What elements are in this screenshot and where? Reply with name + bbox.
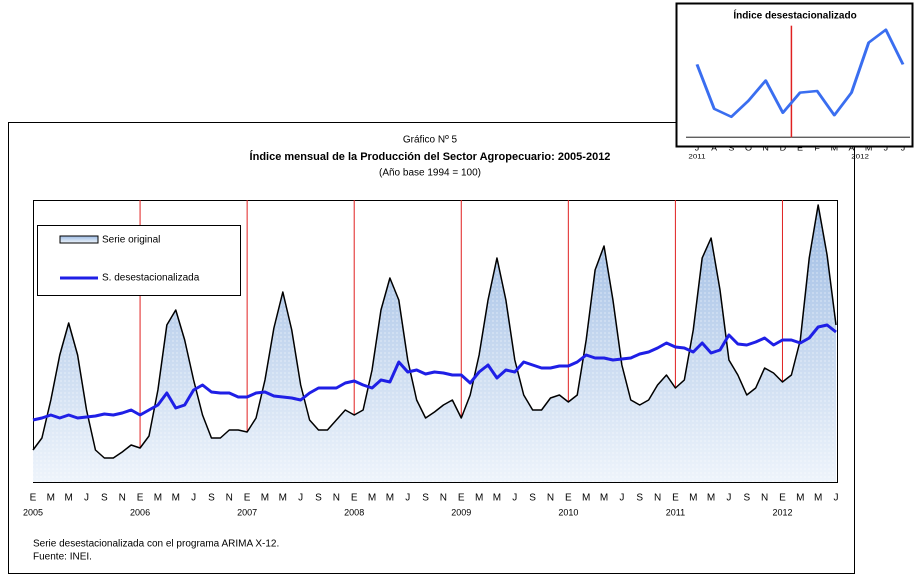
x-tick-label: J (619, 493, 624, 504)
note: Fuente: INEI. (33, 552, 92, 563)
x-tick-label: J (298, 493, 303, 504)
year-label: 2009 (451, 507, 471, 517)
x-tick-label: E (565, 493, 572, 504)
x-tick-label: J (726, 493, 731, 504)
x-tick-label: E (244, 493, 251, 504)
x-tick-label: J (884, 144, 888, 152)
x-tick-label: M (582, 493, 590, 504)
x-tick-label: M (65, 493, 73, 504)
x-tick-label: N (654, 493, 661, 504)
x-tick-label: S (422, 493, 429, 504)
x-tick-label: N (761, 493, 768, 504)
x-tick-label: N (547, 493, 554, 504)
x-tick-label: M (493, 493, 501, 504)
x-tick-label: S (208, 493, 215, 504)
x-tick-label: J (695, 144, 699, 152)
x-tick-label: S (743, 493, 750, 504)
x-tick-label: S (529, 493, 536, 504)
legend-label: Serie original (102, 235, 160, 246)
x-tick-label: E (672, 493, 679, 504)
x-tick-label: E (30, 493, 37, 504)
x-tick-label: S (728, 144, 735, 152)
x-tick-label: M (279, 493, 287, 504)
x-tick-label: S (315, 493, 322, 504)
x-tick-label: M (261, 493, 269, 504)
subtitle: (Año base 1994 = 100) (379, 168, 481, 179)
year-label: 2012 (851, 152, 869, 160)
x-tick-label: J (84, 493, 89, 504)
legend-swatch (59, 235, 99, 244)
x-tick-label: M (47, 493, 55, 504)
year-label: 2011 (666, 507, 685, 517)
series-line (695, 28, 905, 119)
x-tick-label: J (405, 493, 410, 504)
x-tick-label: M (475, 493, 483, 504)
x-tick-label: D (780, 144, 787, 152)
year-label: 2010 (558, 507, 578, 517)
x-tick-label: N (440, 493, 447, 504)
series-line (32, 323, 837, 422)
year-label: 2007 (237, 507, 257, 517)
inset-frame (675, 2, 914, 148)
x-tick-label: M (814, 493, 822, 504)
x-tick-label: M (796, 493, 804, 504)
x-tick-label: M (707, 493, 715, 504)
x-tick-label: J (901, 144, 905, 152)
x-tick-label: M (600, 493, 608, 504)
x-tick-label: N (762, 144, 769, 152)
x-tick-label: O (745, 144, 752, 152)
x-tick-label: M (368, 493, 376, 504)
x-tick-label: M (689, 493, 697, 504)
inset-title: Índice desestacionalizado (733, 9, 856, 22)
x-tick-label: E (779, 493, 786, 504)
year-label: 2006 (130, 507, 150, 517)
x-tick-label: J (512, 493, 517, 504)
x-tick-label: E (797, 144, 804, 152)
x-tick-label: S (101, 493, 108, 504)
x-tick-label: E (351, 493, 358, 504)
x-tick-label: M (865, 144, 873, 152)
x-tick-label: J (834, 493, 839, 504)
x-tick-label: M (154, 493, 162, 504)
x-tick-label: J (191, 493, 196, 504)
legend-label: S. desestacionalizada (102, 273, 200, 284)
note: Serie desestacionalizada con el programa… (33, 539, 279, 550)
x-tick-label: M (172, 493, 180, 504)
year-label: 2008 (344, 507, 364, 517)
series-line (32, 204, 837, 459)
x-tick-label: F (814, 144, 820, 152)
x-tick-label: E (458, 493, 465, 504)
x-tick-label: N (119, 493, 126, 504)
x-tick-label: A (849, 144, 856, 152)
year-label: 2005 (23, 507, 43, 517)
x-tick-label: M (831, 144, 839, 152)
area-texture (33, 205, 836, 482)
chart-title: Índice mensual de la Producción del Sect… (250, 150, 611, 163)
x-tick-label: E (137, 493, 144, 504)
year-label: 2011 (688, 152, 705, 160)
year-label: 2012 (772, 507, 792, 517)
x-tick-label: N (226, 493, 233, 504)
x-tick-label: M (386, 493, 394, 504)
plot-frame (33, 200, 838, 483)
x-tick-label: A (711, 144, 718, 152)
x-tick-label: N (333, 493, 340, 504)
caption: Gráfico Nº 5 (403, 135, 458, 146)
x-tick-label: S (636, 493, 643, 504)
